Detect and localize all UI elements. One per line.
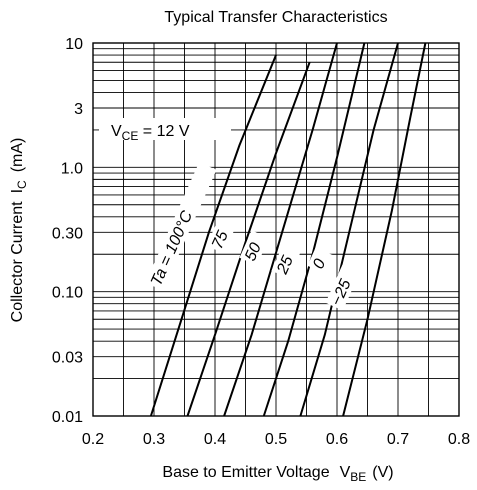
series-label-text: Ta = 100°C [148,208,196,288]
series-label-background [145,162,217,291]
x-tick-label: 0.7 [387,431,409,448]
series-label-background [325,264,360,311]
series-label-3: 25 [271,243,302,279]
series-curve-5 [342,42,427,417]
tick-layer: 0.2 0.3 0.4 0.5 0.6 0.7 0.8 0.01 0.03 0.10 0.30 1.0… [52,36,470,448]
x-axis-label: Base to Emitter Voltage VBE (V) [162,464,393,484]
x-tick-label: 0.8 [448,431,470,448]
series-curve-2 [223,42,338,417]
chart-title: Typical Transfer Characteristics [164,9,387,26]
plot-frame [92,42,460,417]
series-label-4: 0 [307,247,333,274]
series-label-text: 75 [209,228,232,251]
series-label-1: 75 [206,218,237,254]
y-tick-label: 1.0 [61,160,83,177]
x-tick-label: 0.4 [204,431,226,448]
y-tick-label: 0.10 [52,285,83,302]
series-label-text: 50 [242,240,265,263]
vce-annotation-text: VCE = 12 V [111,123,190,143]
y-tick-label: 0.30 [52,225,83,242]
series-label-background [271,243,302,279]
series-label-2: 50 [239,230,270,266]
x-tick-label: 0.5 [265,431,287,448]
y-tick-label: 0.03 [52,350,83,367]
x-tick-label: 0.3 [143,431,165,448]
series-label-text: 25 [274,253,297,277]
series-label-background [307,247,333,274]
series-label-background [206,218,237,254]
series-label-0: Ta = 100°C [145,162,217,291]
x-tick-label: 0.2 [82,431,104,448]
series-curve-1 [186,61,311,417]
series-curve-0 [149,54,277,417]
series-label-background [239,230,270,266]
y-tick-label: 10 [65,36,83,53]
vce-annotation-background [99,118,231,140]
grid-layer [93,43,459,416]
series-curve-3 [262,42,366,417]
vce-annotation: VCE = 12 V [99,118,231,143]
series-curve-4 [299,42,399,417]
y-tick-label: 3 [74,101,83,118]
curve-layer [149,42,427,417]
y-axis-label: Collector CurrentIC(mA) [9,138,29,323]
x-tick-label: 0.6 [326,431,348,448]
y-tick-label: 0.01 [52,409,83,426]
